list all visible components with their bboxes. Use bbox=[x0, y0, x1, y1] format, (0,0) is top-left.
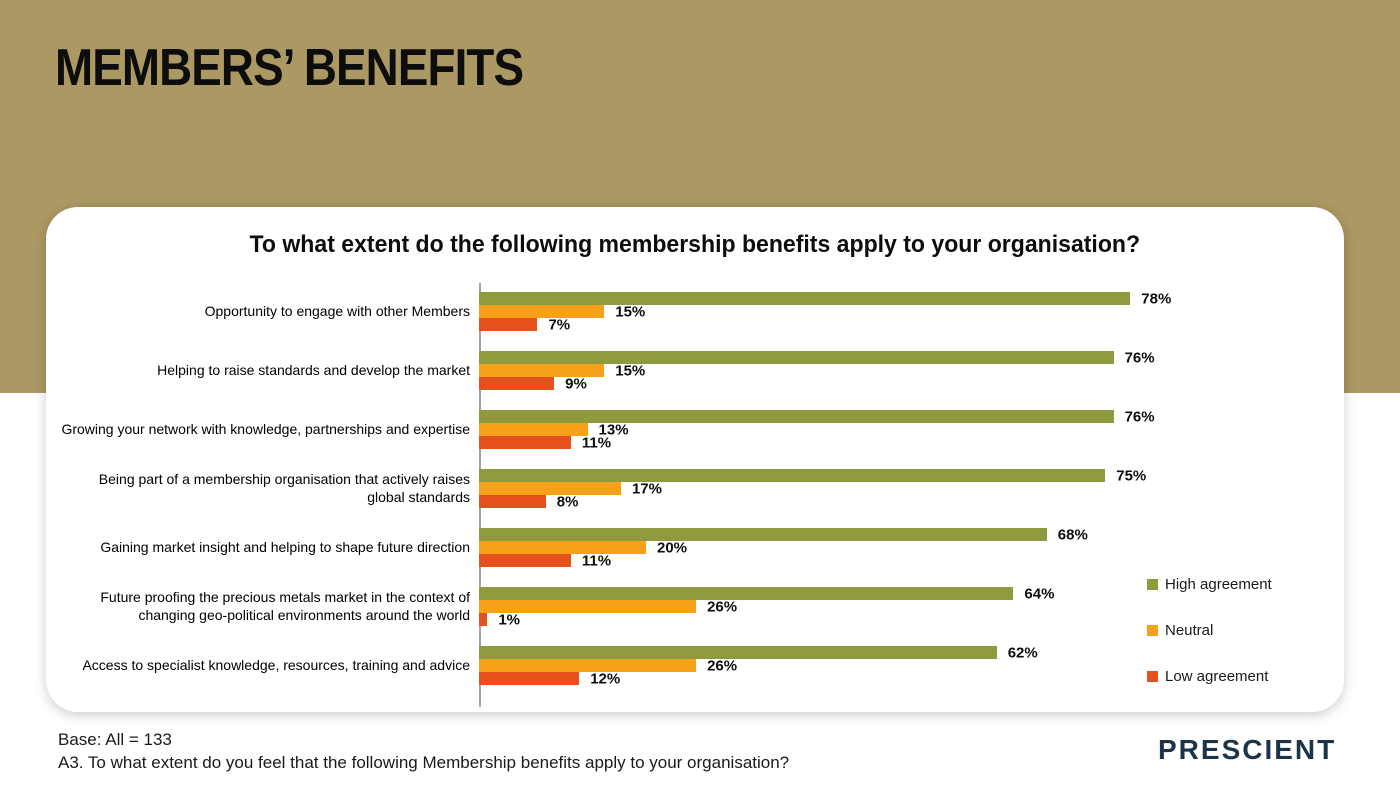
bar-low-agreement: 9% bbox=[479, 375, 587, 392]
chart-row: Access to specialist knowledge, resource… bbox=[46, 644, 1186, 705]
category-label: Growing your network with knowledge, par… bbox=[61, 420, 470, 437]
value-label: 7% bbox=[548, 316, 571, 333]
bar-group: 76% 15% 9% bbox=[479, 349, 1155, 392]
value-label: 64% bbox=[1024, 585, 1055, 602]
chart-legend: High agreement Neutral Low agreement bbox=[1147, 576, 1272, 714]
bar-low-agreement: 11% bbox=[479, 552, 611, 569]
bar-high-agreement: 64% bbox=[479, 585, 1054, 602]
page-title: MEMBERS’ BENEFITS bbox=[55, 38, 587, 98]
value-label: 8% bbox=[556, 493, 579, 510]
legend-item: High agreement bbox=[1147, 576, 1272, 593]
bar-neutral: 20% bbox=[479, 539, 687, 556]
chart-card: To what extent do the following membersh… bbox=[46, 207, 1344, 712]
chart-row: Helping to raise standards and develop t… bbox=[46, 349, 1186, 410]
question-note: A3. To what extent do you feel that the … bbox=[58, 752, 790, 772]
legend-swatch-icon bbox=[1147, 671, 1158, 682]
value-label: 15% bbox=[615, 303, 646, 320]
base-note: Base: All = 133 bbox=[58, 730, 172, 749]
bar-group: 62% 26% 12% bbox=[479, 644, 1147, 687]
page-title-text: MEMBERS’ BENEFITS bbox=[55, 39, 524, 97]
bar-chart: Opportunity to engage with other Members… bbox=[46, 290, 1186, 705]
legend-label: Low agreement bbox=[1165, 668, 1269, 685]
chart-row: Opportunity to engage with other Members… bbox=[46, 290, 1186, 351]
category-label: Being part of a membership organisation … bbox=[98, 471, 470, 505]
chart-row: Future proofing the precious metals mark… bbox=[46, 585, 1186, 646]
value-label: 20% bbox=[657, 539, 688, 556]
bar-high-agreement: 78% bbox=[479, 290, 1171, 307]
category-label: Gaining market insight and helping to sh… bbox=[100, 538, 470, 555]
value-label: 15% bbox=[615, 362, 646, 379]
category-label: Opportunity to engage with other Members bbox=[204, 302, 470, 319]
value-label: 26% bbox=[707, 598, 738, 615]
legend-swatch-icon bbox=[1147, 579, 1158, 590]
bar-low-agreement: 12% bbox=[479, 670, 620, 687]
category-label: Helping to raise standards and develop t… bbox=[157, 361, 470, 378]
chart-row: Being part of a membership organisation … bbox=[46, 467, 1186, 528]
bar-low-agreement: 8% bbox=[479, 493, 578, 510]
legend-label: High agreement bbox=[1165, 576, 1272, 593]
value-label: 76% bbox=[1124, 349, 1155, 366]
bar-neutral: 15% bbox=[479, 303, 645, 320]
bar-low-agreement: 11% bbox=[479, 434, 611, 451]
value-label: 17% bbox=[631, 480, 662, 497]
value-label: 62% bbox=[1007, 644, 1038, 661]
value-label: 26% bbox=[707, 657, 738, 674]
chart-title-text: To what extent do the following membersh… bbox=[249, 231, 1141, 258]
bar-neutral: 13% bbox=[479, 421, 629, 438]
bar-high-agreement: 76% bbox=[479, 408, 1155, 425]
value-label: 78% bbox=[1141, 290, 1172, 307]
bar-high-agreement: 76% bbox=[479, 349, 1155, 366]
bar-low-agreement: 1% bbox=[479, 611, 520, 628]
bar-group: 64% 26% 1% bbox=[479, 585, 1147, 628]
value-label: 11% bbox=[581, 434, 612, 451]
chart-title: To what extent do the following membersh… bbox=[46, 231, 1344, 259]
value-label: 9% bbox=[565, 375, 587, 392]
value-label: 12% bbox=[590, 670, 621, 687]
legend-item: Neutral bbox=[1147, 622, 1272, 639]
chart-row: Growing your network with knowledge, par… bbox=[46, 408, 1186, 469]
legend-item: Low agreement bbox=[1147, 668, 1272, 685]
bar-group: 78% 15% 7% bbox=[479, 290, 1171, 333]
value-label: 68% bbox=[1057, 526, 1088, 543]
category-label: Access to specialist knowledge, resource… bbox=[82, 656, 470, 673]
value-label: 13% bbox=[598, 421, 629, 438]
legend-label: Neutral bbox=[1165, 622, 1214, 639]
footer-notes: Base: All = 133 A3. To what extent do yo… bbox=[58, 729, 789, 774]
value-label: 76% bbox=[1124, 408, 1155, 425]
brand-logo: PRESCIENT bbox=[1158, 734, 1337, 765]
bar-high-agreement: 68% bbox=[479, 526, 1088, 543]
bar-high-agreement: 62% bbox=[479, 644, 1038, 661]
bar-group: 76% 13% 11% bbox=[479, 408, 1155, 451]
bar-group: 68% 20% 11% bbox=[479, 526, 1147, 569]
bar-neutral: 17% bbox=[479, 480, 662, 497]
value-label: 11% bbox=[581, 552, 612, 569]
category-label: Future proofing the precious metals mark… bbox=[100, 589, 470, 623]
legend-swatch-icon bbox=[1147, 625, 1158, 636]
bar-high-agreement: 75% bbox=[479, 467, 1146, 484]
bar-neutral: 15% bbox=[479, 362, 645, 379]
bar-group: 75% 17% 8% bbox=[479, 467, 1147, 510]
value-label: 75% bbox=[1116, 467, 1147, 484]
bar-low-agreement: 7% bbox=[479, 316, 570, 333]
value-label: 1% bbox=[498, 611, 521, 628]
chart-row: Gaining market insight and helping to sh… bbox=[46, 526, 1186, 587]
bar-neutral: 26% bbox=[479, 657, 737, 674]
bar-neutral: 26% bbox=[479, 598, 737, 615]
